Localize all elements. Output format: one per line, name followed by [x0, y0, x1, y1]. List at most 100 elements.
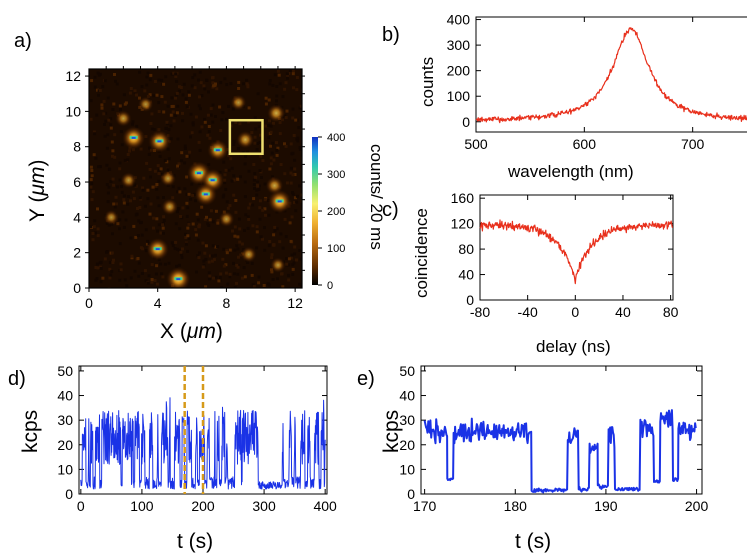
noise-pixel [148, 93, 152, 97]
trace-d-x-label: t (s) [177, 530, 213, 553]
noise-pixel [129, 87, 133, 90]
noise-pixel [191, 222, 195, 226]
noise-pixel [264, 124, 268, 128]
noise-pixel [224, 187, 228, 191]
noise-pixel [243, 275, 247, 279]
noise-pixel [92, 153, 96, 157]
trace-d-xtick-label: 300 [252, 498, 276, 514]
noise-pixel [220, 118, 224, 122]
noise-pixel [162, 196, 165, 199]
noise-pixel [253, 135, 257, 139]
noise-pixel [118, 167, 122, 171]
noise-pixel [272, 158, 276, 162]
noise-pixel [170, 96, 174, 100]
noise-pixel [157, 168, 161, 172]
noise-pixel [175, 111, 179, 115]
noise-pixel [269, 156, 273, 160]
noise-pixel [163, 100, 167, 104]
noise-pixel [254, 175, 258, 179]
noise-pixel [198, 251, 201, 255]
noise-pixel [259, 154, 263, 158]
noise-pixel [167, 128, 171, 132]
noise-pixel [255, 148, 259, 152]
noise-pixel [129, 276, 133, 280]
noise-pixel [174, 93, 178, 97]
noise-pixel [280, 272, 283, 276]
noise-pixel [273, 73, 277, 77]
noise-pixel [267, 98, 271, 102]
noise-pixel [232, 193, 236, 197]
panel-c-label: c) [382, 199, 399, 221]
noise-pixel [111, 149, 115, 153]
noise-pixel [187, 155, 191, 159]
noise-pixel [300, 284, 302, 288]
noise-pixel [251, 224, 255, 228]
noise-pixel [109, 117, 113, 121]
noise-pixel [261, 237, 264, 241]
noise-pixel [289, 166, 293, 170]
noise-pixel [272, 121, 275, 125]
noise-pixel [158, 154, 162, 158]
noise-pixel [224, 271, 228, 275]
noise-pixel [291, 263, 295, 267]
noise-pixel [176, 247, 179, 251]
noise-pixel [294, 209, 298, 213]
spectrum-ytick-label: 100 [447, 88, 471, 104]
noise-pixel [156, 229, 159, 233]
noise-pixel [126, 195, 130, 198]
noise-pixel [91, 232, 95, 235]
noise-pixel [103, 257, 107, 261]
panel-a-label: a) [14, 30, 32, 52]
noise-pixel [194, 115, 198, 119]
noise-pixel [232, 261, 235, 265]
noise-pixel [173, 247, 177, 251]
noise-pixel [185, 214, 189, 218]
trace-d-xtick-label: 200 [191, 498, 215, 514]
noise-pixel [252, 197, 256, 201]
noise-pixel [202, 259, 206, 263]
noise-pixel [211, 76, 214, 80]
emitter-spot [115, 110, 132, 127]
noise-pixel [160, 272, 164, 276]
noise-pixel [238, 227, 242, 231]
noise-pixel [281, 285, 285, 288]
noise-pixel [200, 94, 204, 98]
noise-pixel [298, 282, 301, 286]
noise-pixel [236, 147, 240, 150]
noise-pixel [103, 134, 107, 138]
noise-pixel [160, 95, 164, 99]
trace-d-plot: 0 100 200 300 400 0 10 20 30 40 50 [57, 363, 337, 514]
g2-xtick-label: 0 [571, 304, 579, 320]
noise-pixel [115, 185, 119, 189]
noise-pixel [205, 215, 208, 219]
noise-pixel [202, 263, 206, 267]
noise-pixel [165, 120, 169, 124]
trace-e-x-label: t (s) [515, 530, 551, 553]
noise-pixel [153, 80, 157, 83]
noise-pixel [108, 260, 112, 264]
noise-pixel [129, 199, 132, 203]
noise-pixel [227, 154, 231, 158]
noise-pixel [207, 260, 211, 264]
noise-pixel [187, 93, 191, 97]
noise-pixel [229, 82, 233, 86]
noise-pixel [171, 110, 175, 114]
noise-pixel [174, 96, 177, 100]
heatmap-ytick-label: 8 [73, 139, 81, 155]
noise-pixel [252, 285, 256, 288]
noise-pixel [194, 233, 198, 237]
noise-pixel [102, 99, 106, 103]
noise-pixel [284, 235, 288, 239]
noise-pixel [155, 183, 159, 186]
noise-pixel [150, 263, 154, 267]
noise-pixel [214, 245, 218, 249]
noise-pixel [290, 253, 294, 257]
noise-pixel [267, 213, 271, 217]
noise-pixel [136, 207, 139, 210]
noise-pixel [170, 72, 174, 76]
noise-pixel [246, 215, 250, 219]
noise-pixel [91, 190, 95, 194]
noise-pixel [240, 242, 244, 246]
noise-pixel [214, 209, 218, 213]
g2-xtick-label: 80 [663, 304, 679, 320]
